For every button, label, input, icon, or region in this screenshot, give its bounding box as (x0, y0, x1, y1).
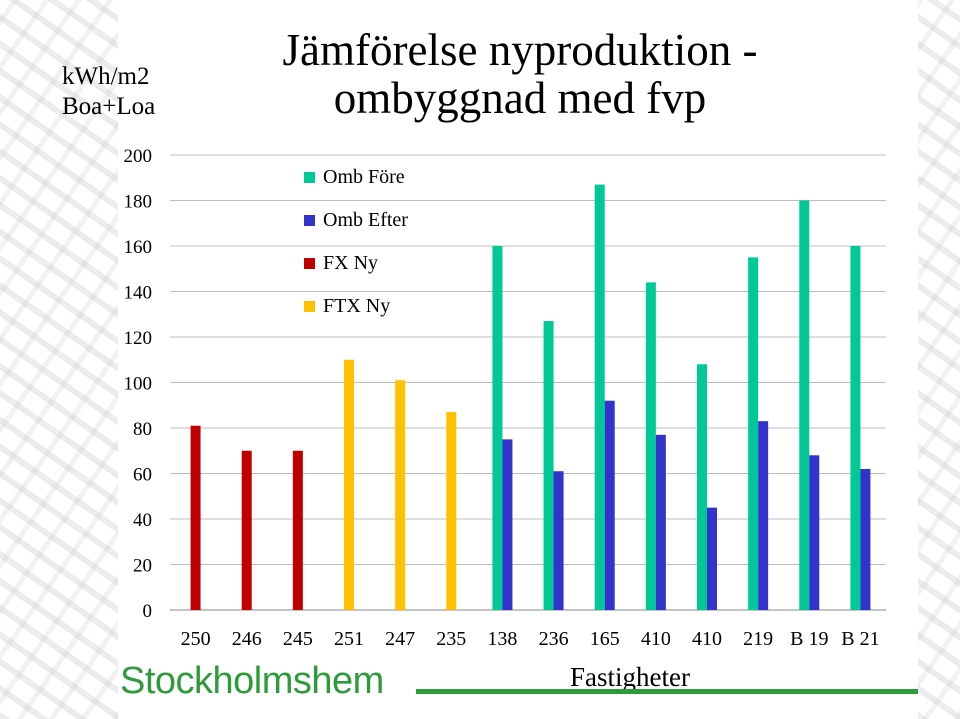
bar (292, 450, 303, 610)
bar (707, 507, 717, 610)
background-map-right (918, 0, 960, 719)
x-tick-label: 236 (539, 628, 569, 650)
x-tick-label: 247 (385, 628, 415, 650)
legend-label: FX Ny (323, 252, 379, 274)
x-tick-label: 165 (590, 628, 620, 650)
x-tick-label: 246 (232, 628, 262, 650)
y-tick-label: 200 (124, 146, 153, 167)
bar (344, 359, 354, 610)
y-tick-label: 80 (133, 419, 152, 440)
bar (799, 200, 810, 610)
legend-swatch (304, 258, 315, 269)
y-tick-label: 140 (124, 283, 153, 304)
bar (594, 184, 605, 610)
legend-item: FX Ny (304, 242, 408, 285)
gridlines (170, 154, 886, 611)
legend-item: Omb Efter (304, 199, 408, 242)
bar (395, 380, 406, 610)
bar (860, 468, 871, 610)
x-tick-label: B 21 (841, 628, 879, 650)
bar (809, 455, 820, 610)
y-axis-title: kWh/m2 Boa+Loa (62, 62, 192, 122)
y-tick-label: 0 (143, 601, 153, 622)
legend-item: Omb Före (304, 156, 408, 199)
brand-logo: Stockholmshem (120, 660, 384, 702)
bar (748, 257, 759, 610)
y-tick-label: 120 (124, 328, 153, 349)
bar (758, 421, 769, 610)
x-tick-label: 250 (181, 628, 211, 650)
x-tick-label: 251 (334, 628, 364, 650)
y-tick-label: 180 (124, 192, 153, 213)
x-tick-label: 219 (743, 628, 773, 650)
bar (850, 246, 861, 610)
chart-title: Jämförelse nyproduktion - ombyggnad med … (282, 25, 758, 123)
bar (543, 321, 554, 610)
bar (190, 425, 201, 610)
bar (446, 412, 457, 610)
legend-swatch (304, 215, 315, 226)
legend-swatch (304, 301, 315, 312)
legend-label: FTX Ny (323, 295, 391, 317)
y-tick-label: 100 (124, 374, 153, 395)
x-tick-label: 138 (487, 628, 517, 650)
y-axis-title-text: kWh/m2 Boa+Loa (62, 63, 156, 120)
y-tick-label: 60 (133, 465, 152, 486)
x-tick-labels: 250 246 245 251 247 235 138 236 165 410 410 219 B 19… (181, 628, 880, 650)
x-tick-label: 235 (436, 628, 466, 650)
bars (190, 184, 871, 610)
brand-line (416, 689, 918, 694)
legend-label: Omb Före (323, 166, 405, 188)
bar (502, 439, 513, 610)
y-tick-label: 40 (133, 510, 152, 531)
bar (655, 434, 666, 610)
legend-label: Omb Efter (323, 209, 408, 231)
x-tick-label: 410 (641, 628, 671, 650)
bar (553, 471, 564, 610)
x-axis-title: Fastigheter (570, 662, 690, 692)
x-tick-label: 245 (283, 628, 313, 650)
legend: Omb Före Omb Efter FX Ny FTX Ny (304, 156, 408, 328)
bar (604, 400, 615, 610)
bar (492, 246, 503, 610)
y-tick-label: 20 (133, 556, 152, 577)
x-tick-label: B 19 (790, 628, 828, 650)
legend-swatch (304, 172, 315, 183)
y-tick-label: 160 (124, 237, 153, 258)
y-tick-labels: 0 20 40 60 80 100 120 140 160 180 200 (124, 146, 153, 622)
background-map-left (0, 0, 118, 719)
bar (645, 282, 656, 610)
x-tick-label: 410 (692, 628, 722, 650)
bar (697, 364, 707, 610)
bar (241, 450, 252, 610)
legend-item: FTX Ny (304, 285, 408, 328)
